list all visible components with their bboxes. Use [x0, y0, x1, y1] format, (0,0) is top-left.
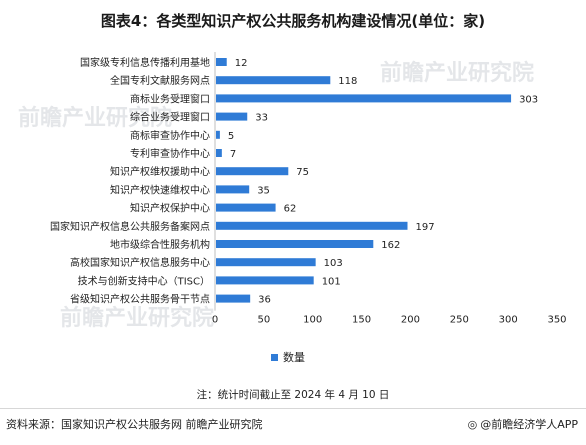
category-label: 地市级综合性服务机构	[110, 238, 210, 251]
x-tick-label: 350	[547, 315, 566, 326]
bar	[216, 276, 314, 285]
bar	[216, 185, 250, 194]
x-tick-label: 300	[499, 315, 518, 326]
value-label: 197	[415, 222, 434, 233]
brand-text: @前瞻经济学人APP	[480, 418, 578, 431]
category-label: 国家知识产权信息公共服务备案网点	[50, 220, 210, 233]
bar	[216, 149, 222, 157]
value-label: 36	[258, 295, 271, 306]
bar	[216, 203, 276, 212]
category-label: 专利审查协作中心	[130, 147, 210, 160]
brand-logo-icon: ◎	[467, 417, 478, 431]
bar	[216, 294, 251, 303]
bar	[216, 58, 227, 66]
source-text: 资料来源：国家知识产权公共服务网 前瞻产业研究院	[6, 418, 263, 431]
footnote: 注：统计时间截止至 2024 年 4 月 10 日	[196, 389, 390, 401]
category-label: 国家级专利信息传播利用基地	[80, 56, 210, 69]
category-label: 全国专利文献服务网点	[110, 74, 210, 87]
value-label: 7	[230, 149, 236, 160]
value-label: 103	[324, 258, 343, 269]
value-label: 33	[255, 113, 268, 124]
category-label: 技术与创新支持中心（TISC）	[78, 274, 210, 287]
footer-divider	[0, 408, 586, 409]
bar	[216, 240, 374, 248]
value-label: 5	[228, 131, 234, 142]
value-label: 162	[381, 240, 400, 251]
x-tick-label: 0	[212, 315, 218, 326]
category-label: 知识产权快速维权中心	[110, 183, 210, 196]
bar	[216, 112, 248, 121]
category-label: 高校国家知识产权信息服务中心	[70, 256, 210, 269]
category-label: 知识产权维权援助中心	[110, 165, 210, 178]
bar	[216, 76, 331, 85]
value-label: 35	[257, 185, 270, 196]
x-tick-label: 100	[303, 315, 322, 326]
category-label: 商标审查协作中心	[130, 129, 210, 142]
legend: 数量	[271, 349, 305, 365]
category-label: 综合业务受理窗口	[130, 111, 210, 124]
value-label: 62	[284, 204, 297, 215]
legend-label: 数量	[283, 351, 305, 364]
x-tick-label: 200	[401, 315, 420, 326]
value-label: 12	[235, 58, 248, 69]
chart-title: 图表4：各类型知识产权公共服务机构建设情况(单位：家)	[100, 12, 486, 30]
category-label: 知识产权保护中心	[130, 202, 210, 215]
x-tick-label: 250	[450, 315, 469, 326]
bar	[216, 94, 512, 103]
value-label: 101	[322, 276, 341, 287]
x-tick-label: 150	[352, 315, 371, 326]
bar	[216, 258, 316, 267]
category-label: 省级知识产权公共服务骨干节点	[70, 293, 210, 306]
bar	[216, 130, 220, 139]
x-tick-label: 50	[257, 315, 270, 326]
brand: ◎ @前瞻经济学人APP	[468, 416, 578, 432]
value-label: 303	[519, 94, 538, 105]
value-label: 118	[338, 76, 357, 87]
category-label: 商标业务受理窗口	[130, 92, 210, 105]
value-label: 75	[296, 167, 309, 178]
bar	[216, 221, 408, 230]
bar	[216, 167, 289, 176]
legend-swatch	[271, 353, 278, 361]
